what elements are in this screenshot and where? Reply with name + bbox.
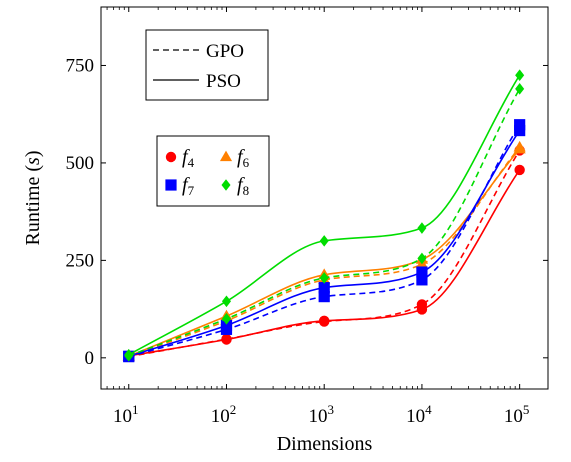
legend-marker-f4 <box>165 151 177 163</box>
style-legend-box <box>145 29 269 101</box>
legend-marker-f8 <box>221 179 231 191</box>
data-point-f4-pso-2 <box>319 315 330 326</box>
x-tick-label: 105 <box>504 402 530 427</box>
data-point-f8-gpo-1 <box>221 313 232 325</box>
data-point-f8-gpo-4 <box>515 83 525 95</box>
legend-marker-f6 <box>219 150 233 162</box>
data-point-f7-gpo-3 <box>416 274 428 286</box>
data-point-f7-pso-2 <box>318 282 330 294</box>
data-point-f8-pso-1 <box>221 295 232 308</box>
data-point-f8-pso-0 <box>124 348 134 361</box>
series-line-f7-gpo <box>128 124 521 358</box>
data-point-f8-pso-2 <box>319 235 329 247</box>
data-point-f8-pso-3 <box>417 222 427 234</box>
data-point-f4-pso-3 <box>416 304 428 315</box>
legend-marker-f7 <box>165 179 177 191</box>
y-tick-label: 250 <box>66 250 95 271</box>
legend-label-f6: f6 <box>237 146 250 170</box>
data-point-f6-pso-4 <box>513 142 526 154</box>
x-tick-label: 104 <box>406 402 432 427</box>
y-tick-label: 0 <box>85 348 95 369</box>
x-axis-title: Dimensions <box>277 433 373 455</box>
y-tick-label: 750 <box>66 55 95 76</box>
data-point-f7-pso-3 <box>416 266 428 278</box>
series-f8-pso <box>124 69 525 361</box>
data-point-f8-gpo-3 <box>417 252 427 265</box>
data-point-f4-pso-1 <box>221 334 232 345</box>
series-layer <box>122 69 526 363</box>
legend-label-f4: f4 <box>182 146 195 170</box>
data-point-f8-gpo-2 <box>319 272 329 284</box>
y-tick-label: 500 <box>66 153 95 174</box>
data-point-f7-pso-4 <box>514 124 526 137</box>
legend-label-f7: f7 <box>182 174 195 198</box>
style-legend-label-gpo: GPO <box>206 41 244 62</box>
data-point-f7-gpo-4 <box>514 119 526 131</box>
series-line-f8-pso <box>128 74 521 356</box>
axes-layer: 101 102 103 104 105 0 250 500 750 Dimensions Runti… <box>22 6 549 455</box>
legend-layer: GPO PSO f4 f6 f7 f8 <box>145 29 270 207</box>
style-legend: GPO PSO <box>145 29 269 101</box>
x-tick-label: 102 <box>211 402 237 427</box>
data-point-f8-pso-4 <box>515 69 525 82</box>
data-point-f7-gpo-2 <box>318 291 330 303</box>
function-legend-box <box>156 135 270 207</box>
x-tick-label: 101 <box>113 402 139 427</box>
x-tick-label: 103 <box>308 402 334 427</box>
function-legend: f4 f6 f7 f8 <box>156 135 270 207</box>
data-point-f4-pso-4 <box>514 164 525 176</box>
style-legend-label-pso: PSO <box>206 71 241 92</box>
legend-label-f8: f8 <box>237 174 249 198</box>
data-point-f7-pso-1 <box>220 319 233 332</box>
y-axis-title: Runtime (s) <box>22 150 44 245</box>
